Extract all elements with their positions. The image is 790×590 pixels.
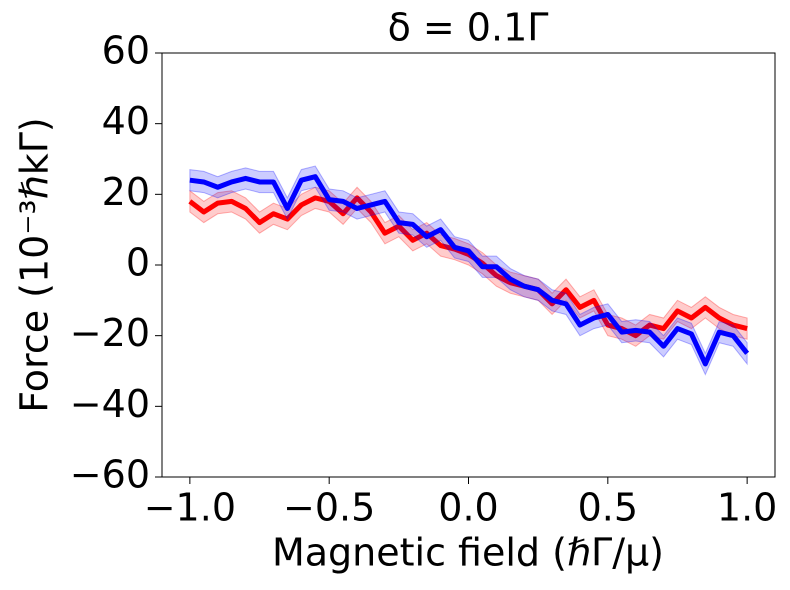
y-tick-label: −20: [70, 311, 150, 355]
y-tick-label: 60: [102, 29, 150, 73]
x-tick-label: 0.5: [578, 486, 638, 530]
error-band: [189, 186, 748, 347]
x-tick-label: 0.0: [438, 486, 498, 530]
chart-title: δ = 0.1Γ: [388, 6, 549, 50]
y-tick-label: 40: [102, 99, 150, 143]
y-tick-label: 0: [126, 241, 150, 285]
y-tick-label: 20: [102, 170, 150, 214]
plot-frame: [161, 52, 776, 478]
x-tick-label: 1.0: [717, 486, 777, 530]
data-line: [189, 174, 750, 367]
error-band: [189, 165, 748, 376]
y-axis-label: Force (10⁻³ℏkΓ): [13, 117, 57, 412]
y-tick-label: −60: [70, 453, 150, 497]
x-tick-label: −0.5: [283, 486, 375, 530]
x-axis-label: Magnetic field (ℏΓ/μ): [272, 531, 664, 575]
y-tick-label: −40: [70, 382, 150, 426]
x-tick-label: −1.0: [144, 486, 236, 530]
